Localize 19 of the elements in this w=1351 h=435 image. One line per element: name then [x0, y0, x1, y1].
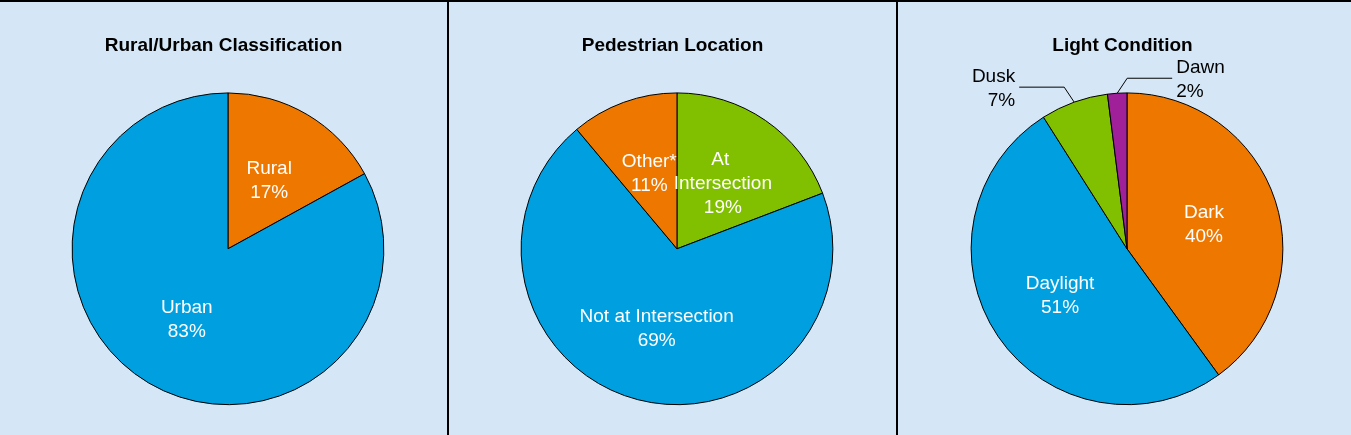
slice-label: Dark — [1183, 201, 1225, 223]
data-label: 40% — [1184, 225, 1224, 247]
slice-label: Dusk — [971, 64, 1016, 86]
slice-label: Rural — [246, 156, 292, 178]
data-label: 19% — [703, 195, 742, 217]
slice-label: Not at Intersection — [579, 304, 734, 326]
data-label: 17% — [250, 180, 289, 202]
chart-title: Rural/Urban Classification — [104, 34, 343, 55]
data-label: 69% — [637, 328, 676, 350]
chart-title: Light Condition — [1052, 34, 1193, 55]
slice-label: Urban — [160, 295, 213, 317]
data-label: 51% — [1041, 295, 1080, 317]
chart-title: Pedestrian Location — [581, 34, 764, 55]
slice-label: Dawn — [1176, 55, 1225, 77]
data-label: 2% — [1176, 79, 1204, 101]
slice-label: Daylight — [1025, 271, 1096, 293]
data-label: 83% — [167, 319, 206, 341]
data-label: 11% — [630, 174, 668, 196]
data-label: 7% — [987, 88, 1016, 110]
